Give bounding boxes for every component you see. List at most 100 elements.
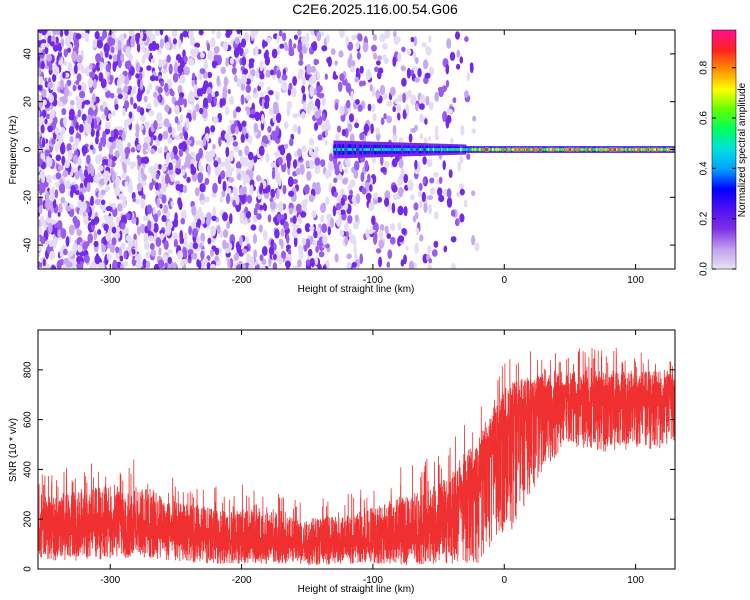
noise-speck xyxy=(52,30,58,36)
band-core xyxy=(488,148,490,151)
band-core xyxy=(554,148,557,151)
noise-speck xyxy=(215,165,221,176)
noise-speck xyxy=(336,219,342,227)
noise-speck xyxy=(346,100,351,109)
noise-speck xyxy=(428,258,432,264)
noise-speck xyxy=(179,114,184,124)
noise-speck xyxy=(274,151,281,158)
noise-speck xyxy=(235,195,240,206)
noise-speck xyxy=(288,207,294,215)
band-core xyxy=(500,148,502,151)
noise-speck xyxy=(105,63,111,73)
noise-speck xyxy=(112,202,116,210)
noise-speck xyxy=(233,109,237,119)
band-core xyxy=(528,148,531,151)
noise-speck xyxy=(242,68,248,75)
band-core xyxy=(454,148,456,151)
noise-speck xyxy=(286,153,292,163)
noise-speck xyxy=(386,115,392,124)
y-tick-label: 0 xyxy=(23,566,34,572)
noise-speck xyxy=(125,234,131,242)
noise-speck xyxy=(264,41,268,47)
noise-speck xyxy=(292,265,299,269)
noise-speck xyxy=(41,137,46,148)
noise-speck xyxy=(397,113,401,121)
noise-speck xyxy=(65,236,70,247)
noise-speck xyxy=(371,44,377,52)
noise-speck xyxy=(258,81,265,87)
noise-speck xyxy=(168,126,173,134)
noise-speck xyxy=(199,68,206,74)
band-core xyxy=(450,148,453,151)
noise-speck xyxy=(338,50,344,58)
noise-speck xyxy=(161,194,167,204)
band-core xyxy=(442,148,444,151)
band-core xyxy=(352,148,354,151)
band-core xyxy=(430,148,432,151)
noise-speck xyxy=(421,191,426,203)
noise-speck xyxy=(183,66,190,76)
noise-speck xyxy=(349,66,355,73)
noise-speck xyxy=(38,84,43,91)
noise-speck xyxy=(245,133,249,140)
noise-speck xyxy=(405,103,409,114)
band-core xyxy=(429,148,431,151)
noise-speck xyxy=(427,135,432,141)
noise-speck xyxy=(148,165,155,174)
noise-speck xyxy=(53,65,60,76)
noise-speck xyxy=(397,222,402,231)
figure-title: C2E6.2025.116.00.54.G06 xyxy=(292,1,458,17)
band-core xyxy=(660,148,663,151)
band-core xyxy=(422,148,424,151)
noise-speck xyxy=(239,235,243,246)
noise-speck xyxy=(239,217,245,224)
noise-speck xyxy=(60,38,65,48)
noise-speck xyxy=(422,177,427,185)
noise-speck xyxy=(178,148,183,157)
noise-speck xyxy=(171,30,178,38)
band-core xyxy=(569,148,572,151)
noise-speck xyxy=(273,216,278,223)
x-tick-label: 100 xyxy=(627,575,644,586)
band-core xyxy=(426,148,429,151)
band-core xyxy=(572,148,574,151)
band-core xyxy=(526,148,528,151)
noise-speck xyxy=(192,72,196,80)
noise-speck xyxy=(104,49,109,58)
noise-speck xyxy=(78,209,84,216)
noise-speck xyxy=(226,220,231,229)
noise-speck xyxy=(259,185,263,195)
band-core xyxy=(597,148,599,151)
noise-speck xyxy=(112,259,118,269)
noise-speck xyxy=(60,143,66,155)
band-core xyxy=(579,148,581,151)
noise-speck xyxy=(306,170,312,181)
noise-speck xyxy=(415,227,420,236)
noise-speck xyxy=(274,228,280,239)
noise-speck xyxy=(46,246,51,252)
noise-speck xyxy=(413,202,419,211)
noise-speck xyxy=(316,31,322,42)
noise-speck xyxy=(364,160,369,171)
band-core xyxy=(354,148,357,151)
noise-speck xyxy=(322,112,326,121)
band-core xyxy=(606,148,609,151)
noise-speck xyxy=(160,232,164,241)
noise-speck xyxy=(128,111,133,119)
noise-speck xyxy=(258,224,263,233)
noise-speck xyxy=(268,256,272,267)
noise-speck xyxy=(150,148,155,155)
noise-speck xyxy=(63,87,70,98)
band-core xyxy=(402,148,404,151)
noise-speck xyxy=(211,30,216,35)
noise-speck xyxy=(40,60,45,70)
noise-speck xyxy=(137,156,142,167)
noise-speck xyxy=(224,107,230,116)
noise-speck xyxy=(357,33,363,42)
noise-speck xyxy=(64,35,71,46)
noise-speck xyxy=(190,151,196,158)
noise-speck xyxy=(102,30,107,39)
noise-speck xyxy=(53,45,59,52)
